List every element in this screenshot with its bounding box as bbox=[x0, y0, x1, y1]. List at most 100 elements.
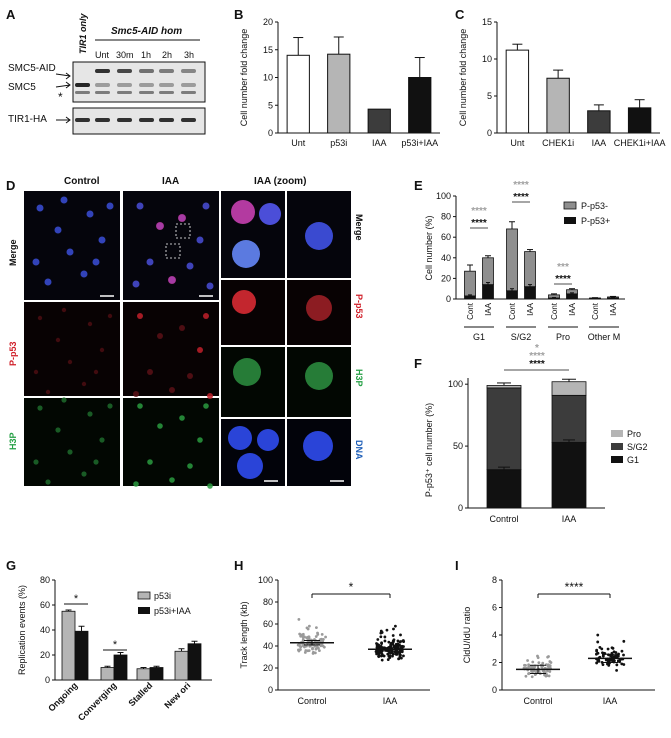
image-pp53-control bbox=[24, 302, 120, 396]
lane-label: 30m bbox=[116, 50, 134, 60]
x-tick-label: IAA bbox=[562, 514, 577, 524]
data-point bbox=[617, 659, 621, 663]
band-smc5 bbox=[139, 83, 154, 87]
cell-h3p bbox=[203, 403, 209, 409]
panel-letter-i: I bbox=[455, 558, 459, 573]
y-axis-label: Cell number fold change bbox=[458, 29, 468, 127]
image-h3p-iaa bbox=[123, 398, 219, 486]
cell-pp53-signal bbox=[179, 325, 185, 331]
data-point bbox=[546, 655, 550, 659]
cell-nucleus bbox=[44, 278, 52, 286]
cell-nucleus bbox=[106, 202, 114, 210]
col-header-control: Control bbox=[64, 176, 100, 187]
lane-label: 3h bbox=[184, 50, 194, 60]
chart-c: 0 5 10 15 Cell number fold change Unt CHEK1i IA… bbox=[458, 17, 666, 148]
cell-pp53 bbox=[156, 222, 164, 230]
data-point bbox=[610, 646, 614, 650]
cell-nucleus bbox=[98, 236, 106, 244]
x-tick-label: p53i bbox=[330, 138, 347, 148]
sig-label: * bbox=[535, 343, 539, 354]
cell-pp53 bbox=[168, 276, 176, 284]
sig-label: **** bbox=[565, 580, 584, 594]
data-point bbox=[383, 639, 387, 643]
panel-letter-g: G bbox=[6, 558, 16, 573]
cell-pp53-dim bbox=[33, 369, 39, 375]
band-smc5-aid bbox=[95, 69, 110, 73]
bar-pp53-neg bbox=[506, 228, 518, 292]
data-point bbox=[399, 646, 403, 649]
x-tick-label: Converging bbox=[76, 680, 118, 722]
cell-nucleus bbox=[132, 280, 140, 288]
data-point bbox=[394, 652, 398, 656]
data-point bbox=[316, 646, 319, 650]
cell-h3p bbox=[169, 477, 175, 483]
cell-nucleus bbox=[186, 262, 194, 270]
band-smc5 bbox=[117, 83, 132, 87]
x-tick-label: IAA bbox=[568, 302, 577, 316]
bar-segment bbox=[486, 387, 522, 471]
legend-label: P-p53+ bbox=[581, 216, 610, 226]
data-point bbox=[301, 635, 305, 639]
data-point bbox=[307, 649, 311, 653]
band-asterisk bbox=[139, 91, 154, 94]
data-point bbox=[299, 645, 303, 648]
y-tick-label: 100 bbox=[258, 575, 273, 585]
bar bbox=[408, 77, 432, 134]
data-point bbox=[380, 642, 383, 645]
data-point bbox=[321, 639, 325, 643]
x-tick-label: Cont bbox=[508, 302, 517, 320]
data-point bbox=[314, 635, 318, 638]
band-smc5 bbox=[75, 83, 90, 87]
data-point bbox=[297, 617, 301, 621]
data-point bbox=[530, 665, 534, 669]
legend-swatch bbox=[138, 607, 150, 614]
zoom-cell-merge bbox=[305, 222, 333, 250]
data-point bbox=[386, 658, 390, 661]
y-tick-label: 80 bbox=[441, 212, 451, 222]
y-axis-label: Cell number (%) bbox=[424, 215, 434, 280]
band-tir1 bbox=[117, 118, 132, 122]
cell-pp53-dim bbox=[99, 347, 105, 353]
band-smc5 bbox=[181, 83, 196, 87]
blot-header-tir1-only: TIR1 only bbox=[78, 13, 88, 54]
bar-pp53-pos bbox=[464, 295, 476, 300]
bar bbox=[100, 667, 115, 681]
data-point bbox=[320, 632, 324, 636]
cell-pp53-signal bbox=[207, 393, 213, 399]
y-tick-label: 0 bbox=[45, 675, 50, 685]
data-point bbox=[615, 668, 618, 672]
x-tick-label: IAA bbox=[526, 302, 535, 316]
legend-swatch bbox=[611, 456, 623, 463]
legend-swatch bbox=[137, 591, 151, 600]
row-label-merge-right: Merge bbox=[354, 214, 364, 241]
data-point bbox=[527, 665, 530, 669]
blot-label-smc5: SMC5 bbox=[8, 82, 36, 93]
data-point bbox=[297, 649, 301, 653]
cell-h3p bbox=[33, 459, 39, 465]
x-tick-label: Control bbox=[297, 696, 326, 706]
cell-nucleus bbox=[92, 258, 100, 266]
blot-header-smc5-aid: Smc5-AID hom bbox=[111, 26, 182, 37]
legend-swatch bbox=[563, 201, 577, 210]
data-point bbox=[527, 672, 530, 676]
data-point bbox=[389, 643, 393, 647]
data-point bbox=[401, 639, 405, 642]
zoom-cell-merge bbox=[259, 203, 281, 225]
bar bbox=[113, 654, 128, 681]
blot-label-asterisk: * bbox=[58, 90, 63, 104]
cell-nucleus bbox=[80, 270, 88, 278]
data-point bbox=[606, 647, 610, 651]
data-point bbox=[601, 663, 605, 666]
bar bbox=[187, 643, 202, 681]
data-point bbox=[388, 654, 392, 657]
cell-h3p bbox=[107, 403, 113, 409]
data-point bbox=[305, 644, 308, 648]
data-point bbox=[377, 655, 381, 659]
zoom-cell-dna bbox=[303, 431, 333, 461]
x-tick-label: Unt bbox=[291, 138, 306, 148]
data-point bbox=[321, 644, 325, 648]
blot-label-smc5-aid: SMC5-AID bbox=[8, 63, 56, 74]
band-smc5-aid bbox=[181, 69, 196, 73]
y-tick-label: 20 bbox=[263, 663, 273, 673]
x-tick-label: New ori bbox=[162, 680, 192, 710]
